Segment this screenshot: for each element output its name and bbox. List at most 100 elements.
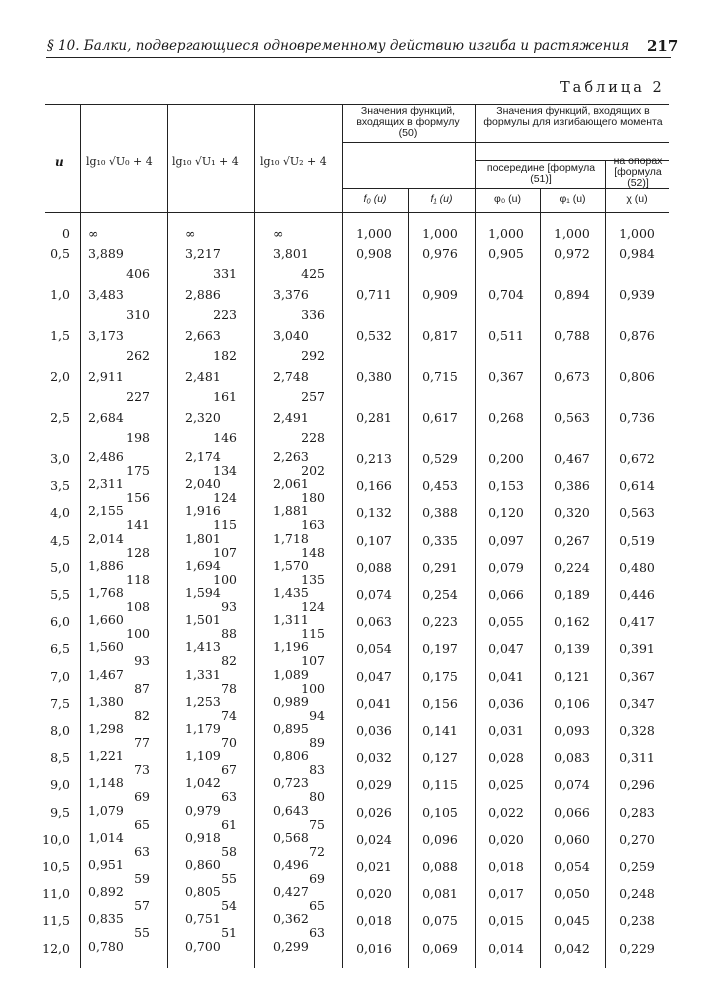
cell-f1: 0,197: [422, 641, 458, 657]
cell-lg0: 1,886: [88, 557, 124, 573]
difference-lg1: 115: [213, 517, 237, 533]
cell-lg0: 3,173: [88, 328, 124, 343]
difference-lg2: 80: [309, 789, 325, 805]
cell-phi0: 0,028: [488, 750, 524, 766]
difference-lg2: 65: [309, 898, 325, 914]
cell-f1: 0,335: [422, 532, 458, 548]
cell-chi: 0,519: [619, 532, 655, 548]
difference-lg0: 59: [134, 871, 150, 886]
cell-lg1: 3,217: [185, 246, 221, 261]
cell-u: 12,0: [42, 940, 70, 956]
difference-lg1: 78: [221, 680, 237, 696]
cell-lg1: 2,174: [185, 449, 221, 464]
cell-phi0: 0,066: [488, 587, 524, 602]
cell-u: 7,0: [50, 668, 70, 684]
cell-phi1: 0,788: [554, 328, 590, 343]
cell-lg0: 2,911: [88, 369, 124, 384]
cell-lg0: 3,483: [88, 287, 124, 302]
cell-f1: 0,156: [422, 695, 458, 711]
cell-u: 6,5: [50, 641, 70, 657]
cell-lg2: 3,801: [273, 246, 309, 261]
cell-chi: 0,614: [619, 478, 655, 494]
cell-phi1: 0,060: [554, 831, 590, 847]
cell-u: 4,5: [50, 532, 70, 548]
cell-chi: 0,876: [619, 328, 655, 343]
cell-phi0: 0,020: [488, 831, 524, 847]
cell-f0: 0,041: [356, 695, 392, 711]
cell-f0: 0,054: [356, 641, 392, 657]
cell-f1: 0,081: [422, 886, 458, 902]
cell-phi1: 0,139: [554, 641, 590, 657]
cell-f1: 0,976: [422, 246, 458, 261]
cell-lg2: 2,061: [273, 476, 309, 492]
difference-lg1: 58: [221, 843, 237, 859]
cell-phi0: 0,017: [488, 886, 524, 902]
cell-f0: 0,132: [356, 505, 392, 521]
cell-u: 11,0: [42, 886, 70, 902]
cell-f1: 0,141: [422, 723, 458, 738]
difference-lg0: 118: [126, 571, 150, 587]
cell-f0: 1,000: [356, 226, 392, 241]
cell-lg0: ∞: [88, 226, 99, 241]
group-rule: [342, 142, 669, 143]
cell-chi: 0,563: [619, 505, 655, 521]
cell-f0: 0,074: [356, 587, 392, 602]
difference-lg0: 73: [134, 762, 150, 778]
cell-phi0: 0,041: [488, 668, 524, 684]
cell-u: 0,5: [50, 246, 70, 261]
cell-f1: 0,127: [422, 750, 458, 766]
column-divider: [408, 188, 409, 968]
difference-lg2: 202: [301, 463, 325, 478]
table-header-rule: [45, 212, 669, 213]
cell-lg1: 0,751: [185, 911, 221, 927]
cell-phi0: 0,015: [488, 913, 524, 929]
cell-lg0: 1,148: [88, 775, 124, 791]
cell-f0: 0,032: [356, 750, 392, 766]
cell-lg1: 0,860: [185, 857, 221, 872]
cell-phi1: 0,083: [554, 750, 590, 766]
cell-lg1: 0,979: [185, 802, 221, 818]
cell-u: 9,0: [50, 777, 70, 793]
cell-f1: 0,075: [422, 913, 458, 929]
cell-u: 3,5: [50, 478, 70, 494]
cell-chi: 0,311: [619, 750, 655, 766]
cell-lg0: 2,684: [88, 410, 124, 425]
cell-lg2: 1,881: [273, 503, 309, 519]
cell-phi1: 1,000: [554, 226, 590, 241]
difference-lg0: 175: [126, 463, 150, 478]
column-divider: [167, 105, 168, 968]
cell-lg0: 1,660: [88, 612, 124, 628]
header-lg0: lg₁₀ √U₀ + 4: [86, 155, 153, 168]
header-phi1: φ₁ (u): [559, 193, 586, 205]
difference-lg1: 182: [213, 348, 237, 363]
cell-phi1: 0,224: [554, 559, 590, 575]
cell-phi1: 0,467: [554, 451, 590, 466]
cell-u: 1,0: [50, 287, 70, 302]
cell-lg1: 2,663: [185, 328, 221, 343]
cell-phi0: 0,097: [488, 532, 524, 548]
difference-lg0: 55: [134, 925, 150, 941]
difference-lg1: 146: [213, 430, 237, 445]
cell-f0: 0,026: [356, 804, 392, 820]
difference-lg2: 336: [301, 307, 325, 322]
cell-lg2: 1,718: [273, 530, 309, 546]
cell-lg2: 0,496: [273, 857, 309, 872]
header-lg2: lg₁₀ √U₂ + 4: [260, 155, 327, 168]
cell-lg0: 1,298: [88, 721, 124, 736]
cell-lg1: 1,331: [185, 666, 221, 682]
cell-lg0: 1,768: [88, 585, 124, 600]
cell-f0: 0,024: [356, 831, 392, 847]
cell-chi: 0,736: [619, 410, 655, 425]
difference-lg2: 69: [309, 871, 325, 886]
cell-lg2: 0,427: [273, 884, 309, 900]
table-top-rule: [45, 104, 669, 105]
cell-phi0: 0,704: [488, 287, 524, 302]
cell-lg0: 0,951: [88, 857, 124, 872]
difference-lg0: 82: [134, 707, 150, 723]
cell-u: 8,0: [50, 723, 70, 738]
cell-f0: 0,166: [356, 478, 392, 494]
cell-f1: 0,223: [422, 614, 458, 630]
cell-phi1: 0,042: [554, 940, 590, 956]
column-divider: [605, 160, 606, 968]
cell-u: 8,5: [50, 750, 70, 766]
